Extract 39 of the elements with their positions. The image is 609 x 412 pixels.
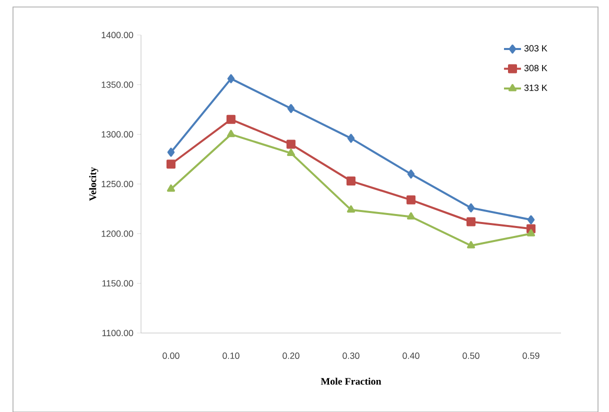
x-tick-label: 0.00 <box>162 352 180 359</box>
x-tick-label: 0.40 <box>402 352 420 359</box>
x-tick-label: 0.20 <box>282 352 300 359</box>
point <box>286 148 296 156</box>
point <box>226 130 236 137</box>
y-tick-label: 1200.00 <box>102 230 134 237</box>
legend-label: 313 K <box>524 84 548 91</box>
y-tick-label: 1100.00 <box>102 330 134 336</box>
x-tick-label: 0.50 <box>462 352 480 359</box>
point <box>167 148 175 157</box>
x-tick-label: 0.59 <box>522 352 540 359</box>
point <box>347 134 355 143</box>
legend-label: 308 K <box>524 64 548 72</box>
y-tick-label: 1300.00 <box>102 130 134 138</box>
point <box>466 217 476 226</box>
point <box>227 74 235 83</box>
y-tick-label: 1150.00 <box>102 280 134 286</box>
point <box>407 169 415 178</box>
point <box>526 228 536 236</box>
point <box>287 104 295 113</box>
y-tick-label: 1350.00 <box>102 81 134 88</box>
point <box>166 184 176 192</box>
y-tick-label: 1250.00 <box>102 180 134 187</box>
point <box>286 140 296 149</box>
point <box>226 114 236 124</box>
y-axis-title: Velocity <box>89 166 98 201</box>
x-axis-title: Mole Fraction <box>320 378 382 385</box>
point <box>467 203 475 212</box>
y-tick-label: 1400.00 <box>102 32 134 38</box>
point <box>346 205 356 212</box>
point <box>166 159 176 168</box>
point <box>346 176 356 186</box>
point <box>466 240 476 248</box>
point <box>406 195 416 204</box>
x-tick-label: 0.10 <box>222 352 240 359</box>
point <box>527 215 535 224</box>
point <box>406 212 416 220</box>
x-tick-label: 0.30 <box>342 352 360 359</box>
legend-label: 303 K <box>524 44 548 52</box>
